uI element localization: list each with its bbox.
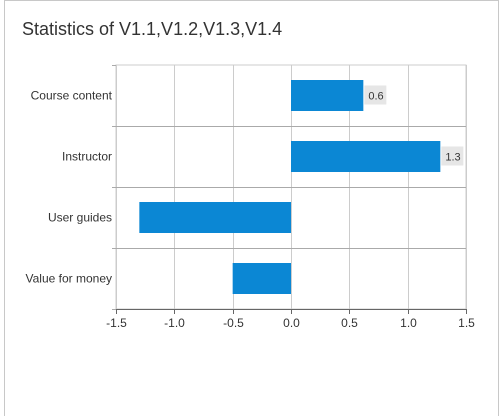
x-tick-label: 0.0 [283,316,300,330]
data-label-bg [364,85,387,105]
x-tick-label: -1.5 [106,316,127,330]
x-tick-label: 1.5 [458,316,475,330]
bar [139,202,291,233]
category-label: User guides [48,211,112,225]
x-tick-label: -0.5 [223,316,244,330]
x-tick-label: -1.0 [164,316,185,330]
bar [232,263,291,294]
category-label: Course content [31,89,113,103]
data-label-bg [441,146,464,166]
x-tick-label: 0.5 [341,316,358,330]
data-label: 1.3 [445,152,460,164]
category-label: Value for money [26,272,113,286]
data-label: 0.6 [368,91,383,103]
bar [291,141,441,172]
x-tick-label: 1.0 [400,316,417,330]
bar [291,80,364,111]
category-label: Instructor [62,150,112,164]
chart-title: Statistics of V1.1,V1.2,V1.3,V1.4 [22,19,283,39]
